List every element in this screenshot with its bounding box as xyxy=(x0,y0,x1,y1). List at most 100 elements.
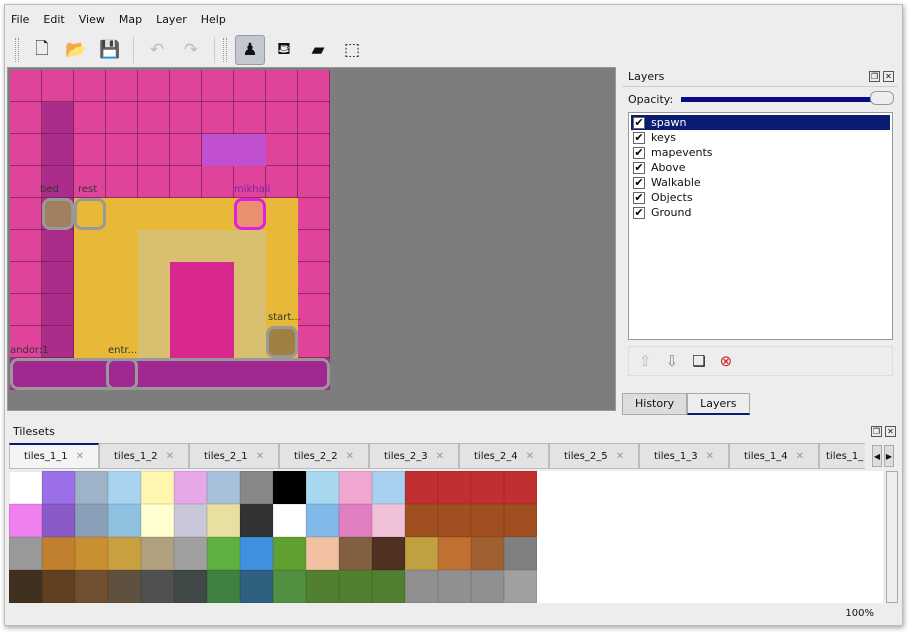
tile[interactable] xyxy=(9,537,42,570)
tile[interactable] xyxy=(339,504,372,537)
tile[interactable] xyxy=(108,537,141,570)
close-tab-icon[interactable]: ✕ xyxy=(75,451,84,462)
toolbar-grip[interactable] xyxy=(15,38,19,62)
layer-row[interactable]: ✔ Walkable xyxy=(631,175,890,190)
tile[interactable] xyxy=(108,570,141,603)
object-entr[interactable] xyxy=(106,358,138,390)
tile[interactable] xyxy=(372,537,405,570)
tile[interactable] xyxy=(273,471,306,504)
tab-tiles_1_2[interactable]: tiles_1_2 ✕ xyxy=(99,443,189,469)
tile[interactable] xyxy=(174,504,207,537)
tile[interactable] xyxy=(207,504,240,537)
tile[interactable] xyxy=(339,471,372,504)
undo-button[interactable]: ↶ xyxy=(142,35,172,65)
map[interactable]: bed rest mikhail start... andor:1 entr..… xyxy=(10,70,330,390)
tile[interactable] xyxy=(438,504,471,537)
tab-tiles_1_[interactable]: tiles_1_ xyxy=(819,443,865,469)
tile[interactable] xyxy=(42,471,75,504)
tab-tiles_1_1[interactable]: tiles_1_1 ✕ xyxy=(9,443,99,469)
tileset-scrollbar[interactable] xyxy=(886,471,898,603)
tile[interactable] xyxy=(339,537,372,570)
tile[interactable] xyxy=(372,570,405,603)
tile[interactable] xyxy=(471,570,504,603)
map-canvas[interactable]: bed rest mikhail start... andor:1 entr..… xyxy=(7,67,616,411)
tab-history[interactable]: History xyxy=(622,393,688,415)
close-tab-icon[interactable]: ✕ xyxy=(435,450,444,462)
layer-row[interactable]: ✔ mapevents xyxy=(631,145,890,160)
tile[interactable] xyxy=(9,570,42,603)
tab-tiles_2_1[interactable]: tiles_2_1 ✕ xyxy=(189,443,279,469)
tile[interactable] xyxy=(174,570,207,603)
tile[interactable] xyxy=(372,471,405,504)
menu-layer[interactable]: Layer xyxy=(156,13,187,26)
tile[interactable] xyxy=(504,570,537,603)
lower-layer-icon[interactable]: ⇩ xyxy=(665,352,679,370)
tile[interactable] xyxy=(372,504,405,537)
tile[interactable] xyxy=(108,471,141,504)
raise-layer-icon[interactable]: ⇧ xyxy=(639,352,652,370)
visibility-checkbox[interactable]: ✔ xyxy=(633,190,645,204)
object-bed[interactable] xyxy=(42,198,74,230)
visibility-checkbox[interactable]: ✔ xyxy=(633,145,645,159)
close-icon[interactable]: ✕ xyxy=(883,71,894,82)
tile[interactable] xyxy=(405,570,438,603)
tileset-view[interactable] xyxy=(9,471,883,603)
delete-layer-icon[interactable]: ⊗ xyxy=(719,352,733,370)
menu-help[interactable]: Help xyxy=(200,13,226,26)
tile[interactable] xyxy=(504,504,537,537)
float-icon[interactable]: ❐ xyxy=(869,71,880,82)
tile[interactable] xyxy=(141,504,174,537)
menu-map[interactable]: Map xyxy=(118,13,143,26)
tile[interactable] xyxy=(273,570,306,603)
layer-row[interactable]: ✔ Objects xyxy=(631,190,890,205)
layer-row[interactable]: ✔ keys xyxy=(631,130,890,145)
tab-tiles_2_5[interactable]: tiles_2_5 ✕ xyxy=(549,443,639,469)
tile[interactable] xyxy=(273,537,306,570)
tile[interactable] xyxy=(306,537,339,570)
opacity-slider[interactable] xyxy=(681,91,894,105)
tab-tiles_1_4[interactable]: tiles_1_4 ✕ xyxy=(729,443,819,469)
tile[interactable] xyxy=(42,504,75,537)
tile[interactable] xyxy=(75,471,108,504)
close-tab-icon[interactable]: ✕ xyxy=(255,450,264,462)
tile[interactable] xyxy=(438,570,471,603)
close-icon[interactable]: ✕ xyxy=(885,425,896,437)
tile[interactable] xyxy=(471,471,504,504)
tile[interactable] xyxy=(405,471,438,504)
tab-tiles_2_4[interactable]: tiles_2_4 ✕ xyxy=(459,443,549,469)
save-button[interactable]: 💾 xyxy=(95,35,125,65)
layer-row[interactable]: ✔ spawn xyxy=(631,115,890,130)
tile[interactable] xyxy=(306,504,339,537)
object-rest[interactable] xyxy=(74,198,106,230)
tile[interactable] xyxy=(75,537,108,570)
visibility-checkbox[interactable]: ✔ xyxy=(633,130,645,144)
tile[interactable] xyxy=(174,537,207,570)
redo-button[interactable]: ↷ xyxy=(176,35,206,65)
object-mikhail[interactable] xyxy=(234,198,266,230)
close-tab-icon[interactable]: ✕ xyxy=(705,450,714,462)
float-icon[interactable]: ❐ xyxy=(871,425,882,437)
scroll-left-icon[interactable]: ◀ xyxy=(872,445,882,467)
close-tab-icon[interactable]: ✕ xyxy=(795,450,804,462)
tile[interactable] xyxy=(141,537,174,570)
tile[interactable] xyxy=(240,471,273,504)
tile[interactable] xyxy=(438,537,471,570)
tile[interactable] xyxy=(141,471,174,504)
visibility-checkbox[interactable]: ✔ xyxy=(633,115,645,129)
tile[interactable] xyxy=(240,504,273,537)
tab-layers[interactable]: Layers xyxy=(687,393,750,415)
tile[interactable] xyxy=(141,570,174,603)
visibility-checkbox[interactable]: ✔ xyxy=(633,160,645,174)
tile[interactable] xyxy=(471,504,504,537)
tile[interactable] xyxy=(471,537,504,570)
menu-file[interactable]: File xyxy=(11,13,30,26)
tile[interactable] xyxy=(273,504,306,537)
tile[interactable] xyxy=(9,504,42,537)
menu-edit[interactable]: Edit xyxy=(43,13,65,26)
tile[interactable] xyxy=(75,570,108,603)
tile[interactable] xyxy=(504,537,537,570)
layer-row[interactable]: ✔ Ground xyxy=(631,205,890,220)
slider-thumb[interactable] xyxy=(870,91,894,105)
tab-tiles_1_3[interactable]: tiles_1_3 ✕ xyxy=(639,443,729,469)
tile[interactable] xyxy=(405,537,438,570)
